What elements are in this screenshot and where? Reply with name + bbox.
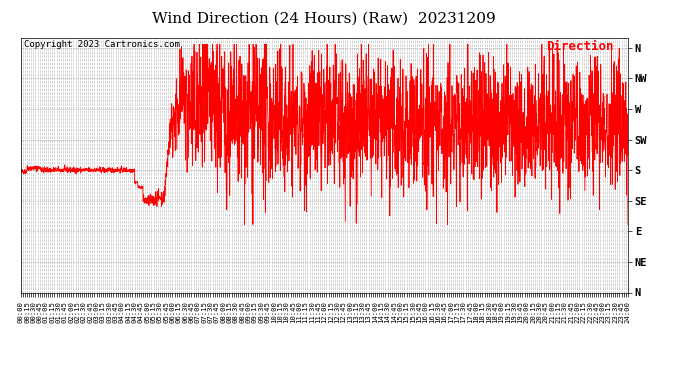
Text: Copyright 2023 Cartronics.com: Copyright 2023 Cartronics.com [23, 40, 179, 49]
Text: Wind Direction (24 Hours) (Raw)  20231209: Wind Direction (24 Hours) (Raw) 20231209 [152, 11, 496, 25]
Text: Direction: Direction [546, 40, 613, 53]
